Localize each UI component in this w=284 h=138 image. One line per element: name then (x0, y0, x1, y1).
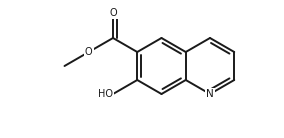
Text: O: O (109, 8, 117, 18)
Text: N: N (206, 89, 214, 99)
Text: HO: HO (98, 89, 113, 99)
Text: O: O (85, 47, 93, 57)
